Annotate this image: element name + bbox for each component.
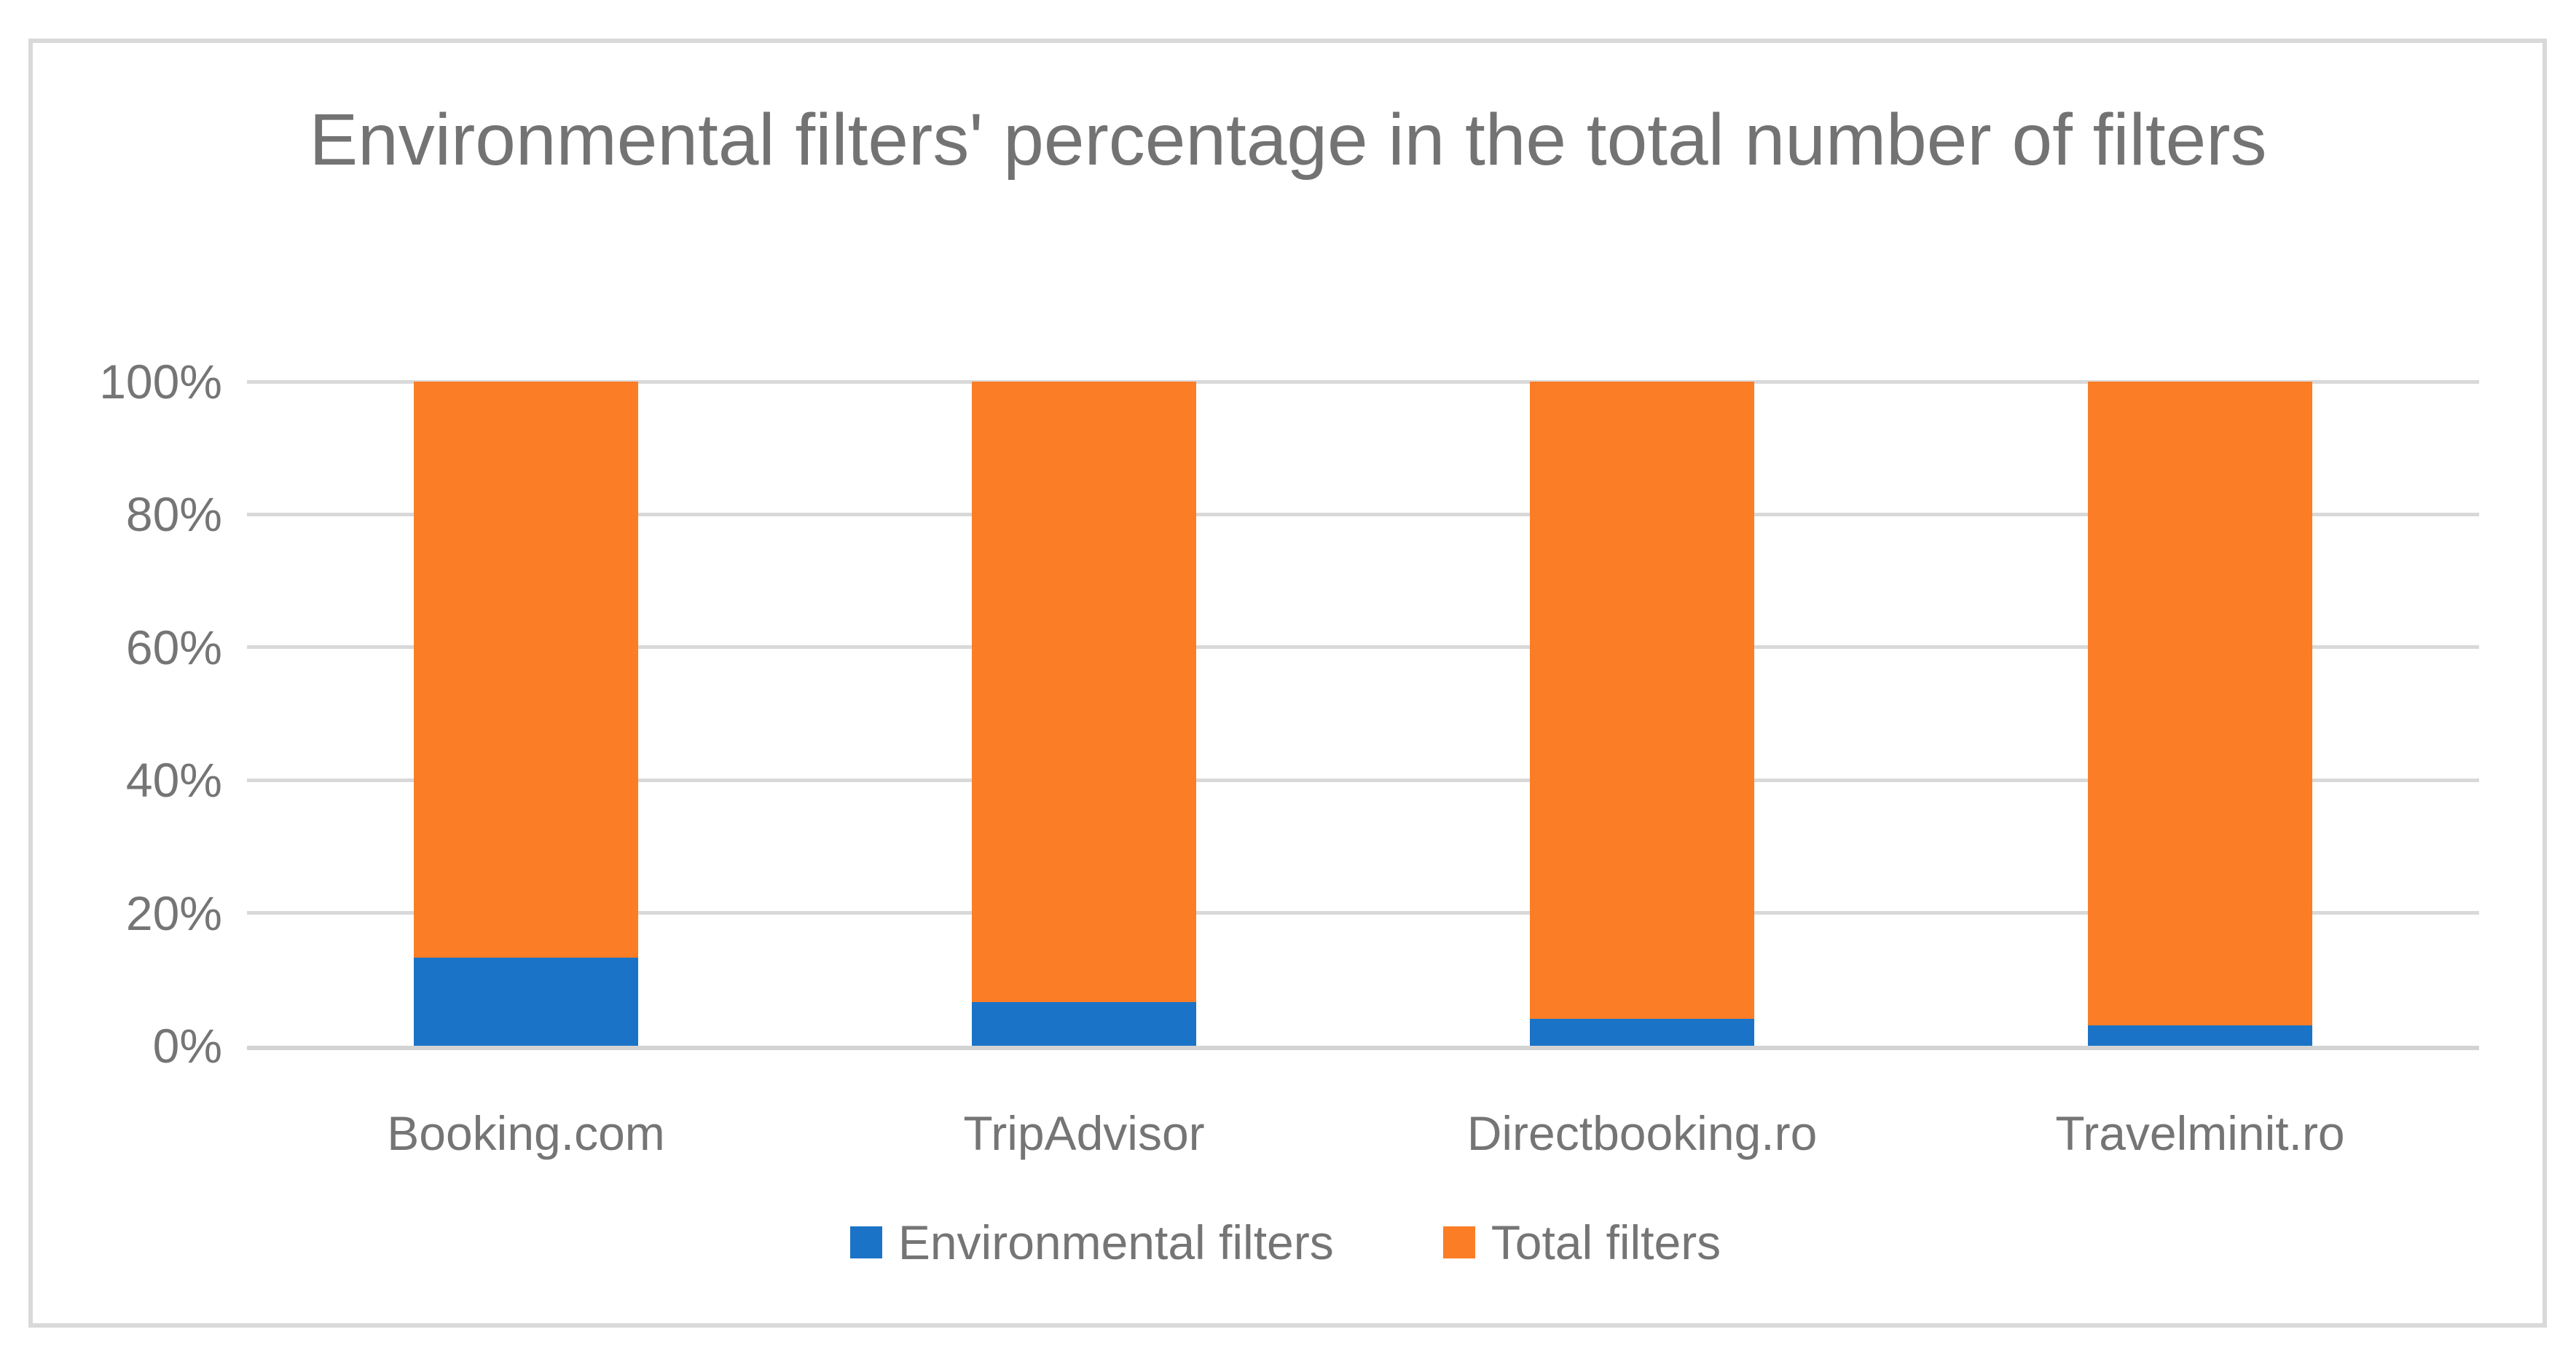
gridline bbox=[247, 379, 2479, 384]
y-axis-tick-label: 0% bbox=[152, 1019, 222, 1073]
x-axis-category-label: Travelminit.ro bbox=[2055, 1106, 2345, 1160]
bar-segment-total-filters bbox=[414, 382, 638, 958]
x-axis-category-label: Directbooking.ro bbox=[1466, 1106, 1818, 1160]
legend-swatch-icon bbox=[1442, 1226, 1475, 1258]
bar-group-directbooking-ro bbox=[1530, 382, 1754, 1046]
plot-area bbox=[247, 379, 2479, 1050]
bar-segment-environmental-filters bbox=[414, 957, 638, 1046]
legend-item-environmental-filters: Environmental filters bbox=[849, 1215, 1334, 1270]
gridline bbox=[247, 645, 2479, 650]
x-axis-category-label: TripAdvisor bbox=[963, 1106, 1205, 1160]
y-axis-tick-label: 20% bbox=[125, 886, 222, 940]
bar-group-tripadvisor bbox=[972, 382, 1196, 1046]
legend: Environmental filters Total filters bbox=[28, 1215, 2542, 1270]
gridline bbox=[247, 512, 2479, 516]
bar-segment-environmental-filters bbox=[2088, 1025, 2312, 1046]
bar-segment-environmental-filters bbox=[972, 1001, 1196, 1046]
bar-segment-total-filters bbox=[1530, 382, 1754, 1019]
gridline bbox=[247, 778, 2479, 782]
y-axis-tick-label: 80% bbox=[125, 487, 222, 542]
bar-segment-total-filters bbox=[972, 382, 1196, 1002]
legend-label: Environmental filters bbox=[898, 1215, 1334, 1269]
bar-segment-total-filters bbox=[2088, 382, 2312, 1025]
x-axis-line bbox=[247, 1046, 2479, 1050]
legend-item-total-filters: Total filters bbox=[1442, 1215, 1721, 1270]
legend-label: Total filters bbox=[1491, 1215, 1721, 1269]
bar-group-booking-com bbox=[414, 382, 638, 1046]
legend-swatch-icon bbox=[849, 1226, 882, 1258]
gridline bbox=[247, 911, 2479, 915]
x-axis-category-label: Booking.com bbox=[387, 1106, 665, 1160]
chart-title: Environmental filters' percentage in the… bbox=[309, 99, 2267, 181]
bar-group-travelminit-ro bbox=[2088, 382, 2312, 1046]
bar-segment-environmental-filters bbox=[1530, 1018, 1754, 1046]
y-axis-tick-label: 60% bbox=[125, 620, 222, 674]
y-axis-tick-label: 40% bbox=[125, 753, 222, 808]
y-axis-tick-label: 100% bbox=[99, 355, 222, 409]
